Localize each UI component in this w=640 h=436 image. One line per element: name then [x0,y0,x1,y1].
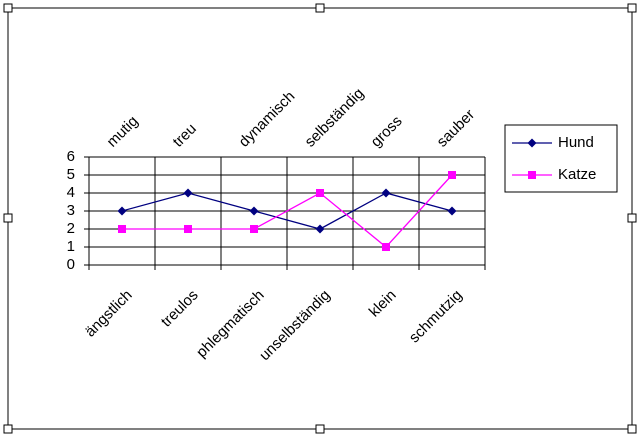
data-point [315,224,325,234]
data-point [250,225,258,233]
data-point [249,206,259,216]
series-line [121,192,453,230]
handle[interactable] [3,3,13,13]
data-point [316,189,324,197]
handle[interactable] [3,213,13,223]
y-tick-label: 0 [67,256,75,273]
data-point [184,225,192,233]
handle[interactable] [3,424,13,434]
legend-box [504,124,618,193]
data-point [117,206,127,216]
legend-marker [528,171,536,179]
handle[interactable] [315,424,325,434]
handle[interactable] [627,3,637,13]
data-point [382,243,390,251]
data-point [183,188,193,198]
legend-label: Hund [558,134,594,151]
series-line [122,174,453,248]
handle[interactable] [627,213,637,223]
handle[interactable] [315,3,325,13]
selection-handles[interactable] [3,3,637,434]
y-tick-label: 3 [67,202,75,219]
data-point [448,171,456,179]
y-tick-label: 5 [67,166,75,183]
data-point [447,206,457,216]
data-point [381,188,391,198]
legend-marker [527,138,537,148]
y-tick-label: 6 [67,148,75,165]
y-tick-label: 4 [67,184,75,201]
y-tick-label: 1 [67,238,75,255]
handle[interactable] [627,424,637,434]
data-point [118,225,126,233]
legend-label: Katze [558,166,596,183]
y-tick-label: 2 [67,220,75,237]
